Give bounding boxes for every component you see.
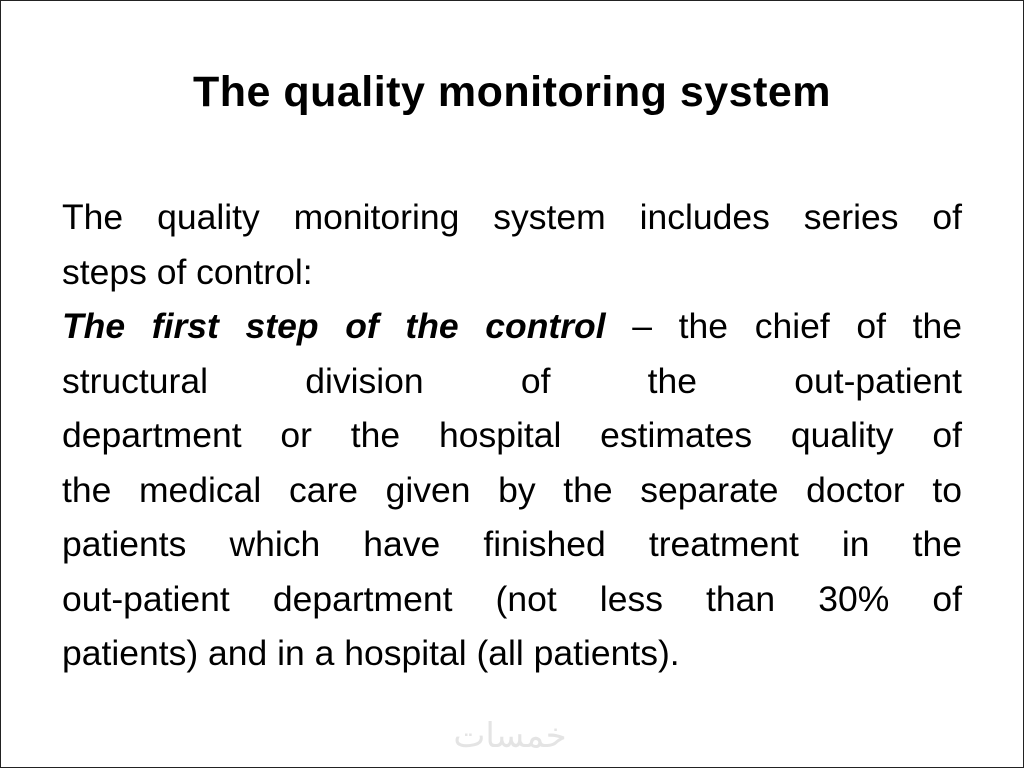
- watermark-logo: خمسات: [453, 716, 567, 756]
- body-line: structural division of the out-patient: [62, 360, 962, 401]
- slide-body: The quality monitoring system includes s…: [62, 190, 962, 681]
- body-line: steps of control:: [62, 251, 313, 292]
- body-line-emphasis: The first step of the control – the chie…: [62, 299, 962, 354]
- body-line: the medical care given by the separate d…: [62, 469, 962, 510]
- body-line: out-patient department (not less than 30…: [62, 578, 962, 619]
- first-step-heading: The first step of the control: [62, 306, 606, 346]
- body-line: patients) and in a hospital (all patient…: [62, 633, 680, 673]
- slide-title: The quality monitoring system: [192, 68, 832, 116]
- body-line: patients which have finished treatment i…: [62, 524, 962, 564]
- body-line: department or the hospital estimates qua…: [62, 415, 962, 455]
- first-step-text: – the chief of the: [605, 306, 962, 346]
- body-line: The quality monitoring system includes s…: [62, 197, 962, 237]
